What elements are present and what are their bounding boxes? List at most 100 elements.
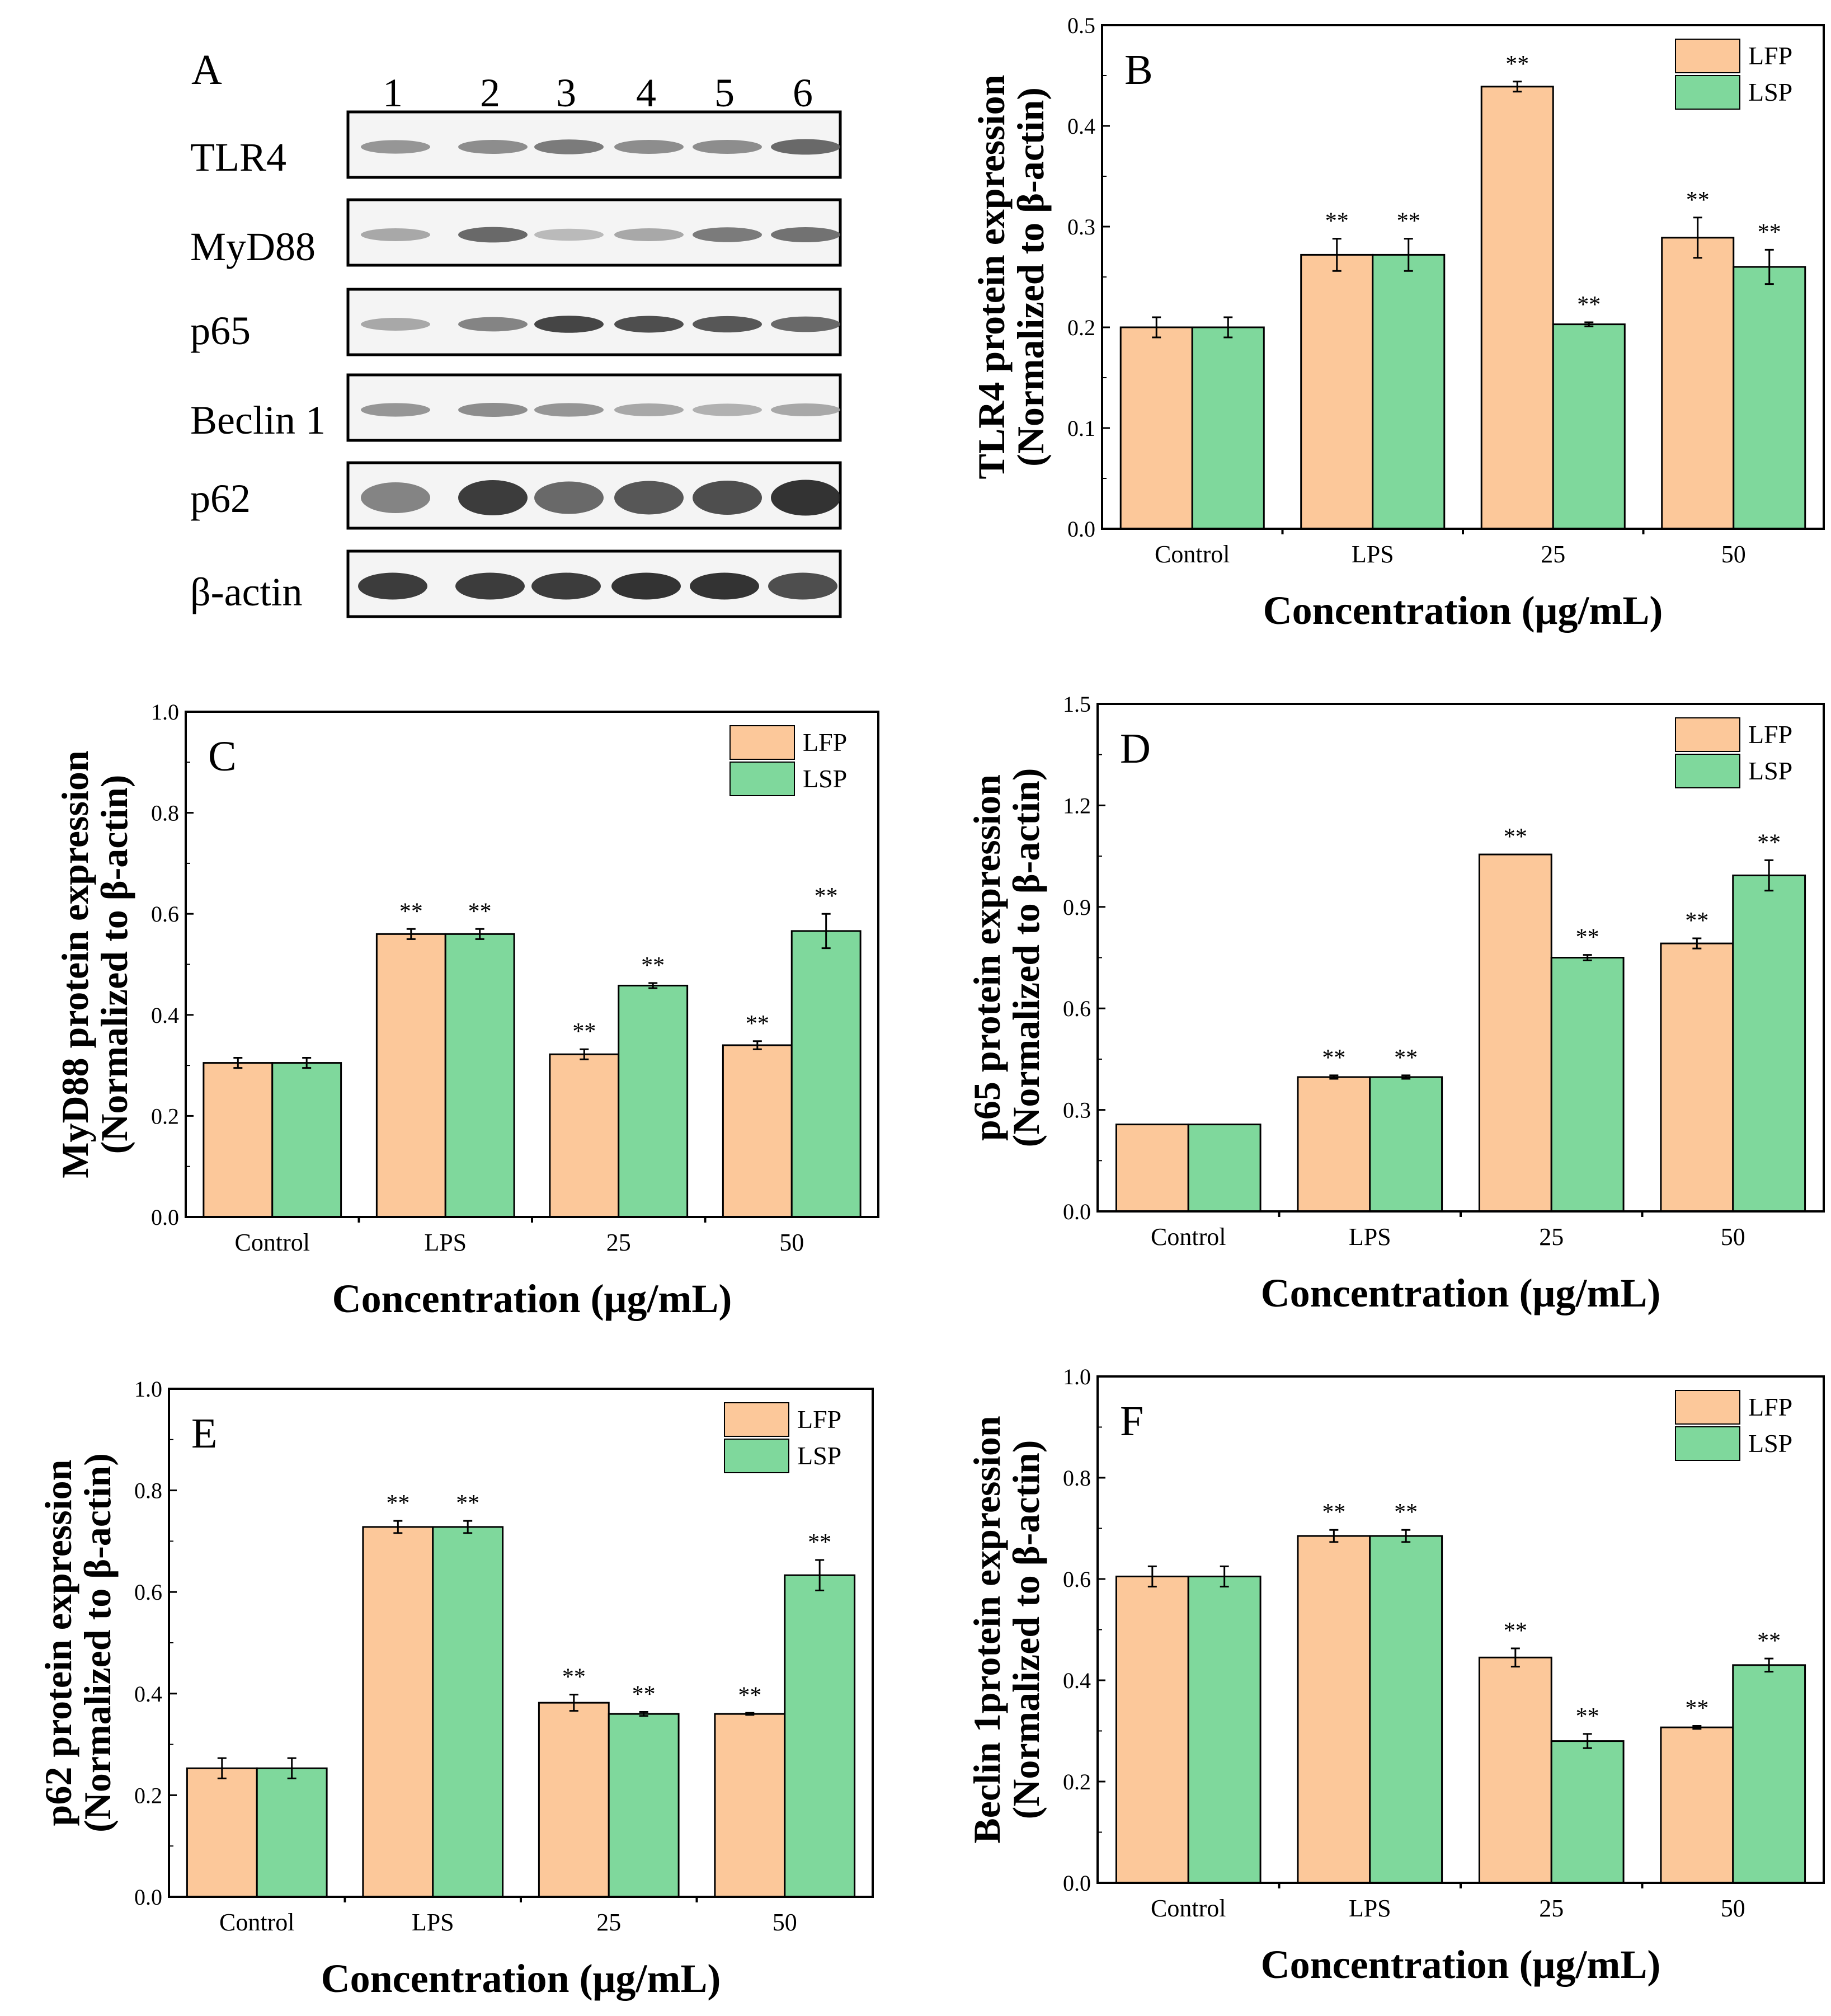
x-category-label: 25 [1539,1895,1564,1922]
significance-label: ** [1504,1618,1527,1644]
x-category-label: LPS [1349,1223,1391,1251]
protein-band [458,317,528,332]
significance-label: ** [1686,187,1710,213]
y-tick-label: 0.9 [1063,895,1091,920]
y-tick-label: 0.3 [1067,214,1095,239]
bar-lfp [1660,1726,1734,1884]
protein-band [458,480,528,515]
bar-lsp [1550,1740,1625,1884]
significance-label: ** [1685,908,1708,934]
bar-lsp [1191,326,1265,530]
bar-lsp [271,1062,342,1218]
y-axis-title: MyD88 protein expression [54,750,96,1178]
significance-label: ** [572,1019,596,1045]
protein-band [361,403,430,417]
protein-band [768,572,837,600]
panel-letter: C [208,733,237,780]
legend-label: LSP [803,764,847,793]
y-tick-label: 1.0 [1063,1364,1091,1389]
lane-number: 4 [636,71,656,115]
legend-swatch [724,1439,789,1473]
blot-row-label: p62 [190,476,251,521]
protein-band [361,140,430,154]
bar-lsp [1372,253,1446,530]
protein-band [693,403,762,416]
protein-band [771,316,840,332]
legend-swatch [1675,1390,1740,1425]
y-tick-label: 0.8 [134,1478,162,1503]
panel-letter: D [1120,725,1151,772]
significance-label: ** [1322,1500,1345,1525]
bar-lfp [203,1062,274,1218]
legend-label: LSP [1748,756,1792,785]
bar-lfp [1115,1575,1189,1884]
legend-label: LFP [1748,720,1792,749]
bar-lfp [714,1713,786,1898]
protein-band [771,227,840,243]
y-tick-label: 0.2 [134,1783,162,1808]
bar-lsp [1732,1664,1806,1884]
legend-swatch [729,725,795,760]
bar-lsp [784,1574,856,1898]
lane-number: 1 [383,71,403,115]
protein-band [358,572,427,600]
significance-label: ** [1577,292,1601,318]
y-tick-label: 0.0 [1063,1871,1091,1896]
x-axis-title: Concentration (μg/mL) [1261,1942,1661,1987]
y-tick-label: 0.1 [1067,416,1095,441]
chart-panel-f: ** ** ** ** ** ** 0.0 0.2 0.4 0.6 0.8 1.0 Control LPS… [966,1364,1825,1987]
significance-label: ** [1576,1704,1599,1730]
x-category-label: Control [1155,541,1230,568]
x-category-label: 25 [1541,541,1565,568]
bar-lsp [1187,1575,1262,1884]
legend-label: LSP [797,1441,841,1470]
bar-lsp [1369,1076,1443,1213]
significance-label: ** [815,884,838,909]
protein-band [531,572,601,600]
x-axis-title: Concentration (μg/mL) [1263,588,1663,633]
protein-band [458,227,528,243]
y-tick-label: 1.0 [151,699,179,725]
protein-band [611,572,681,600]
bar-lfp [722,1044,793,1218]
y-tick-label: 0.5 [1067,13,1095,38]
y-axis-title: Beclin 1protein expression [966,1416,1008,1843]
y-axis-subtitle: (Normalized to β-actin) [1009,87,1052,467]
chart-panel-d: ** ** ** ** ** ** 0.0 0.3 0.6 0.9 1.2 1.5 Control LPS… [966,692,1825,1315]
significance-label: ** [632,1681,656,1707]
protein-band [614,228,684,241]
y-tick-label: 0.2 [1063,1769,1091,1794]
significance-label: ** [738,1683,761,1708]
significance-label: ** [562,1665,586,1690]
significance-label: ** [1504,824,1527,850]
bar-lfp [1115,1124,1189,1213]
protein-band [534,228,604,241]
x-category-label: 50 [1721,1895,1745,1922]
y-tick-label: 1.0 [134,1376,162,1402]
protein-band [614,403,684,416]
significance-label: ** [1505,51,1529,77]
bar-lfp [186,1767,258,1898]
chart-panel-c: ** ** ** ** ** ** 0.0 0.2 0.4 0.6 0.8 1.0 Control LPS… [54,699,879,1321]
y-axis-subtitle: (Normalized to β-actin) [76,1453,119,1832]
x-category-label: 25 [1539,1223,1564,1251]
x-category-label: 25 [596,1909,621,1936]
blot-row-label: p65 [190,308,251,353]
lane-number: 2 [480,71,500,115]
y-tick-label: 0.0 [134,1885,162,1910]
y-tick-label: 0.0 [1063,1199,1091,1224]
x-category-label: LPS [424,1229,467,1256]
y-tick-label: 1.2 [1063,793,1091,818]
y-axis-subtitle: (Normalized to β-actin) [1005,1440,1047,1820]
blot-row-label: TLR4 [190,135,286,180]
bar-lfp [1119,326,1193,530]
bar-lfp [1660,942,1734,1213]
protein-band [614,481,684,515]
bar-lfp [538,1702,610,1898]
legend-swatch [1675,754,1740,788]
legend-swatch [724,1402,789,1437]
x-category-label: Control [235,1229,310,1256]
protein-band [458,403,528,417]
legend-label: LSP [1748,78,1792,106]
y-tick-label: 0.6 [151,901,179,927]
